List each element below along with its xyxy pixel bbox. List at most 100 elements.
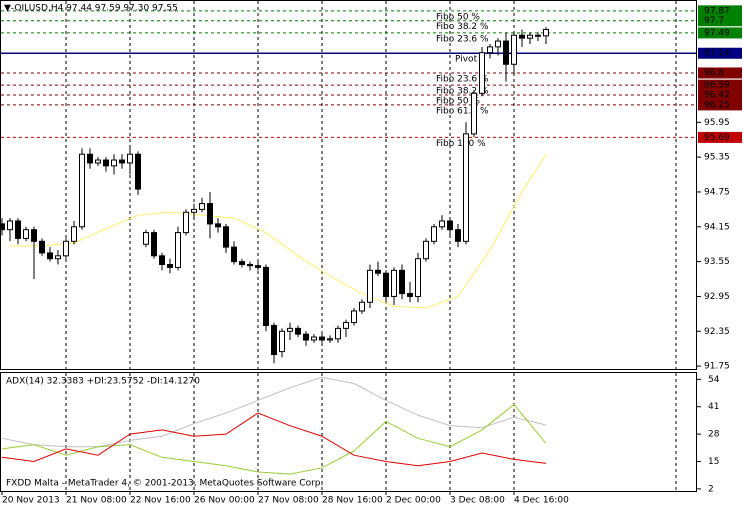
y-tick-label: 2: [708, 484, 714, 494]
candle-body: [399, 269, 405, 295]
candle-body: [487, 46, 493, 54]
candle-body: [191, 208, 197, 213]
candle-body: [471, 92, 477, 135]
level-price: 97.87: [704, 6, 730, 16]
indicator-title: ADX(14) 32.3383 +DI:23.5752 -DI:14.1270: [6, 377, 200, 387]
candle-body: [79, 153, 85, 228]
candle-body: [263, 266, 269, 326]
level-price: 96.25: [704, 100, 730, 110]
y-tick-label: 28: [708, 430, 720, 440]
level-label: Fibo 50 %: [436, 12, 480, 22]
candle-body: [31, 229, 37, 242]
candle-body: [279, 330, 285, 353]
level-label: Pivot: [455, 55, 478, 65]
level-price-box: [698, 99, 742, 111]
level-label: Fibo 23.6 %: [436, 74, 489, 84]
level-label: Fibo 38.2 %: [436, 22, 489, 32]
candle-body: [343, 322, 349, 329]
main-frame: [0, 0, 697, 370]
candle-body: [135, 153, 141, 190]
candle-body: [439, 220, 445, 228]
candle-body: [15, 220, 21, 239]
candle-body: [407, 293, 413, 297]
candle-body: [271, 324, 277, 355]
x-tick-label: 27 Nov 08:00: [258, 496, 319, 506]
candle-body: [159, 255, 165, 266]
candle-body: [47, 252, 53, 260]
moving-average: [10, 153, 547, 309]
level-price-box: [698, 5, 742, 17]
y-tick-label: 95.95: [704, 118, 730, 128]
candle-body: [247, 264, 253, 267]
candle-body: [359, 301, 365, 312]
candle-body: [447, 220, 453, 231]
y-tick-label: 92.95: [704, 292, 730, 302]
candle-body: [0, 223, 5, 231]
candle-body: [183, 211, 189, 234]
y-tick-label: 41: [708, 402, 719, 412]
level-price: 96.8: [704, 68, 724, 78]
candle-body: [431, 226, 437, 242]
level-price: 95.69: [704, 133, 730, 143]
candle-body: [479, 52, 485, 94]
candle-body: [375, 269, 381, 274]
candle-body: [415, 258, 421, 297]
candle-body: [103, 159, 109, 167]
level-label: Fibo 50 %: [436, 97, 480, 107]
level-price: 97.7: [704, 16, 724, 26]
chart-title: ▼-OILUSD,H4 97.44 97.59 97.30 97.55: [4, 4, 178, 14]
candle-body: [391, 269, 397, 297]
candle-body: [127, 153, 133, 164]
candle-body: [23, 229, 29, 239]
candle-body: [463, 133, 469, 242]
candle-body: [7, 220, 13, 231]
candle-body: [319, 336, 325, 341]
candle-body: [327, 338, 333, 341]
candle-body: [255, 265, 261, 268]
candle-body: [303, 333, 309, 341]
candle-body: [351, 310, 357, 324]
candle-body: [535, 34, 541, 37]
y-tick-label: 94.15: [704, 222, 730, 232]
candle-body: [239, 261, 245, 266]
candle-body: [63, 240, 69, 257]
candle-body: [223, 226, 229, 248]
candle-body: [527, 34, 533, 39]
candle-body: [311, 336, 317, 341]
y-tick-label: 54: [708, 375, 720, 385]
candle-body: [367, 269, 373, 303]
x-tick-label: 21 Nov 08:00: [66, 496, 127, 506]
candle-body: [199, 203, 205, 210]
y-tick-label: 93.55: [704, 257, 730, 267]
candle-body: [167, 264, 173, 268]
candle-body: [207, 203, 213, 225]
level-price: 97.49: [704, 28, 730, 38]
candle-body: [519, 34, 525, 39]
candle-body: [423, 240, 429, 260]
level-label: Fibo 23.6 %: [436, 34, 489, 44]
indicator-frame: [0, 372, 697, 492]
candle-body: [455, 229, 461, 242]
candle-body: [335, 327, 341, 340]
level-price-box: [698, 89, 742, 101]
candle-body: [111, 159, 117, 167]
level-price-box: [698, 27, 742, 39]
level-price-box: [698, 131, 742, 143]
y-tick-label: 92.35: [704, 327, 730, 337]
candle-body: [543, 28, 549, 37]
x-tick-label: 3 Dec 08:00: [450, 496, 505, 506]
level-label: Fibo 100 %: [436, 139, 486, 149]
y-tick-label: 95.35: [704, 153, 730, 163]
level-label: Fibo 61.8 %: [436, 106, 489, 116]
x-tick-label: 28 Nov 16:00: [322, 496, 383, 506]
indicator-line: [1, 376, 547, 448]
x-tick-label: 26 Nov 00:00: [194, 496, 255, 506]
level-price-box: [698, 15, 742, 27]
candle-body: [383, 272, 389, 297]
candle-body: [287, 327, 293, 332]
candle-body: [87, 153, 93, 164]
level-price: 96.59: [704, 81, 730, 91]
candle-body: [231, 246, 237, 263]
